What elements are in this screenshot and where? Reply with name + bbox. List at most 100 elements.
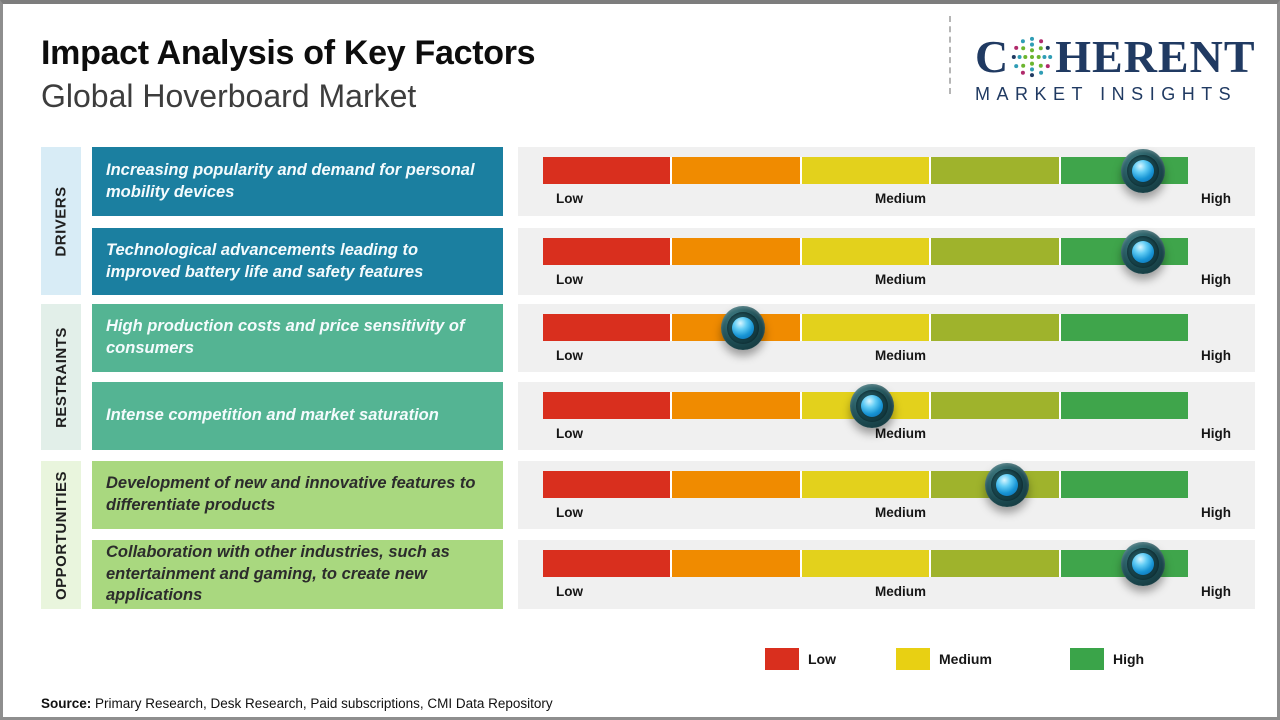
scale-segment (543, 392, 671, 419)
legend-label-low: Low (808, 651, 836, 667)
page-subtitle: Global Hoverboard Market (41, 78, 417, 114)
scale-label-high: High (1201, 191, 1231, 206)
scale-segment (931, 550, 1059, 577)
category-strip-opportunities: OPPORTUNITIES (41, 461, 81, 609)
page-title: Impact Analysis of Key Factors (41, 34, 536, 72)
logo-tagline: MARKET INSIGHTS (975, 84, 1238, 104)
category-strip-restraints: RESTRAINTS (41, 304, 81, 450)
factor-box: Collaboration with other industries, suc… (92, 540, 503, 609)
scale-segment (672, 471, 800, 498)
impact-marker-icon (849, 384, 894, 428)
factor-text: Collaboration with other industries, suc… (106, 542, 450, 605)
scale-segment (672, 238, 800, 265)
factor-text: High production costs and price sensitiv… (106, 317, 465, 357)
scale-segment (801, 550, 930, 577)
legend-swatch-high (1070, 648, 1104, 670)
scale-segment (543, 157, 671, 184)
legend-item-medium: Medium (896, 648, 992, 670)
factor-box: Intense competition and market saturatio… (92, 382, 503, 450)
scale-segment (801, 157, 930, 184)
factor-text: Increasing popularity and demand for per… (106, 160, 475, 201)
impact-scale-bar (543, 157, 1189, 184)
scale-segment (543, 314, 671, 341)
factor-box: Development of new and innovative featur… (92, 461, 503, 529)
scale-segment (543, 550, 671, 577)
scale-label-low: Low (556, 348, 583, 363)
category-label-restraints: RESTRAINTS (52, 326, 70, 428)
scale-segment (543, 471, 671, 498)
scale-label-medium: Medium (874, 426, 926, 441)
logo-letters-herent: HERENT (1055, 31, 1256, 82)
category-label-opportunities: OPPORTUNITIES (52, 470, 70, 600)
impact-scale-bar (543, 471, 1189, 498)
scale-segment (931, 238, 1059, 265)
scale-segment (1060, 314, 1189, 341)
scale-segment (801, 314, 930, 341)
scale-segment (801, 238, 930, 265)
impact-marker-icon (985, 463, 1030, 507)
factor-text: Development of new and innovative featur… (106, 474, 476, 514)
logo-dot-o-icon (1012, 36, 1053, 78)
logo-letter-c: C (975, 31, 1010, 82)
scale-label-low: Low (556, 426, 583, 441)
scale-label-medium: Medium (874, 272, 926, 287)
scale-segment (543, 238, 671, 265)
factor-text: Technological advancements leading to im… (106, 240, 424, 281)
impact-scale-bar (543, 314, 1189, 341)
factor-box: Increasing popularity and demand for per… (92, 147, 503, 216)
scale-label-medium: Medium (874, 348, 926, 363)
impact-scale-bar (543, 550, 1189, 577)
scale-label-high: High (1201, 348, 1231, 363)
impact-marker-icon (720, 306, 765, 350)
scale-label-medium: Medium (874, 505, 926, 520)
factor-box: High production costs and price sensitiv… (92, 304, 503, 372)
factor-box: Technological advancements leading to im… (92, 228, 503, 295)
logo-wordmark: C HERENT (975, 34, 1265, 80)
factor-text: Intense competition and market saturatio… (106, 406, 439, 425)
impact-scale-row: Low Medium High (518, 147, 1255, 216)
scale-segment (931, 314, 1059, 341)
scale-label-high: High (1201, 505, 1231, 520)
impact-marker-icon (1120, 149, 1165, 193)
header-divider (949, 16, 951, 94)
impact-scale-row: Low Medium High (518, 382, 1255, 450)
scale-segment (931, 157, 1059, 184)
legend-label-medium: Medium (939, 651, 992, 667)
legend-item-high: High (1070, 648, 1144, 670)
scale-segment (931, 392, 1059, 419)
scale-label-medium: Medium (874, 191, 926, 206)
scale-segment (672, 157, 800, 184)
impact-scale-row: Low Medium High (518, 304, 1255, 372)
scale-segment (801, 471, 930, 498)
header-titles: Impact Analysis of Key Factors Global Ho… (41, 34, 536, 115)
legend-item-low: Low (765, 648, 836, 670)
impact-marker-icon (1120, 230, 1165, 274)
scale-label-high: High (1201, 426, 1231, 441)
scale-label-medium: Medium (874, 584, 926, 599)
scale-segment (672, 392, 800, 419)
impact-scale-row: Low Medium High (518, 540, 1255, 609)
scale-segment (1060, 471, 1189, 498)
impact-scale-bar (543, 238, 1189, 265)
source-text: Primary Research, Desk Research, Paid su… (91, 696, 553, 711)
legend-label-high: High (1113, 651, 1145, 667)
legend: Low Medium High (765, 648, 1144, 672)
scale-label-low: Low (556, 505, 583, 520)
source-line: Source: Primary Research, Desk Research,… (41, 696, 553, 711)
category-strip-drivers: DRIVERS (41, 147, 81, 295)
scale-label-low: Low (556, 584, 583, 599)
impact-scale-row: Low Medium High (518, 461, 1255, 529)
company-logo: C HERENT M (975, 34, 1265, 105)
legend-swatch-low (765, 648, 799, 670)
impact-scale-row: Low Medium High (518, 228, 1255, 295)
scale-label-low: Low (556, 272, 583, 287)
legend-swatch-medium (896, 648, 930, 670)
scale-label-high: High (1201, 584, 1231, 599)
scale-label-low: Low (556, 191, 583, 206)
scale-label-high: High (1201, 272, 1231, 287)
category-label-drivers: DRIVERS (52, 185, 70, 257)
source-label: Source: (41, 696, 92, 711)
scale-segment (1060, 392, 1189, 419)
scale-segment (672, 550, 800, 577)
